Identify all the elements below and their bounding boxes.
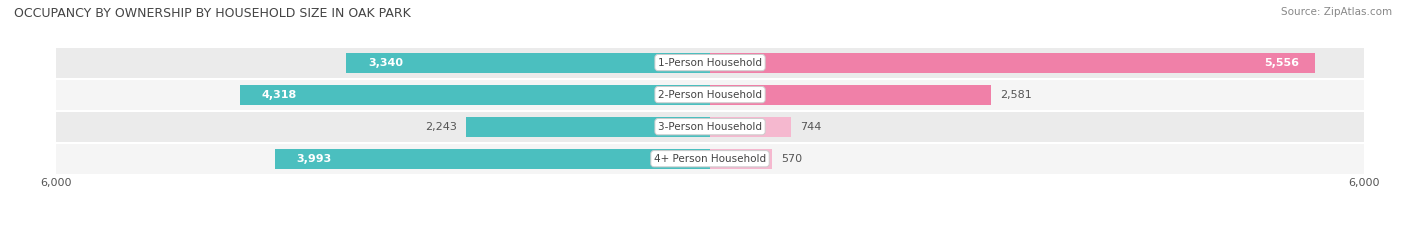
Text: 2,243: 2,243 (425, 122, 457, 132)
Text: 570: 570 (780, 154, 801, 164)
Text: 5,556: 5,556 (1264, 58, 1299, 68)
Legend: Owner-occupied, Renter-occupied: Owner-occupied, Renter-occupied (591, 230, 830, 233)
Text: 3,340: 3,340 (368, 58, 404, 68)
Text: Source: ZipAtlas.com: Source: ZipAtlas.com (1281, 7, 1392, 17)
Text: 1-Person Household: 1-Person Household (658, 58, 762, 68)
Bar (465, 117, 710, 137)
Bar (710, 117, 792, 137)
Bar (56, 111, 1364, 143)
Text: 2-Person Household: 2-Person Household (658, 90, 762, 100)
Bar (710, 149, 772, 169)
Bar (710, 53, 1316, 72)
Bar (56, 143, 1364, 175)
Bar (710, 85, 991, 105)
Text: 2,581: 2,581 (1000, 90, 1032, 100)
Text: 744: 744 (800, 122, 821, 132)
Text: 4,318: 4,318 (262, 90, 297, 100)
Text: 3-Person Household: 3-Person Household (658, 122, 762, 132)
Text: OCCUPANCY BY OWNERSHIP BY HOUSEHOLD SIZE IN OAK PARK: OCCUPANCY BY OWNERSHIP BY HOUSEHOLD SIZE… (14, 7, 411, 20)
Text: 4+ Person Household: 4+ Person Household (654, 154, 766, 164)
Text: 3,993: 3,993 (297, 154, 332, 164)
Bar (56, 79, 1364, 111)
Bar (346, 53, 710, 72)
Bar (239, 85, 710, 105)
Bar (276, 149, 710, 169)
Bar (56, 47, 1364, 79)
